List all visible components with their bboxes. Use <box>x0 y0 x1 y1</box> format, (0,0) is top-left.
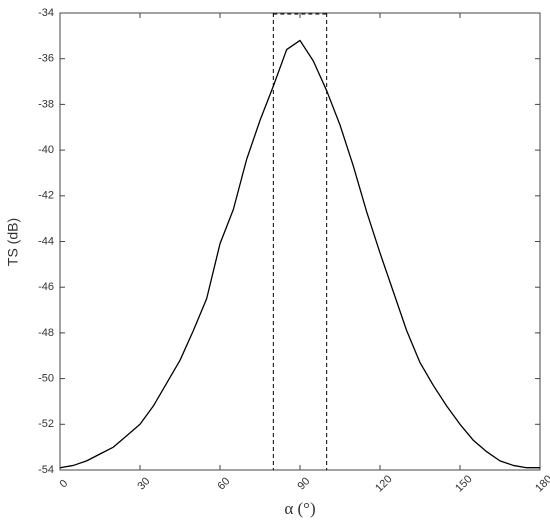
y-tick-label: -44 <box>38 235 54 247</box>
plot-frame <box>59 12 541 471</box>
x-tick-label: 60 <box>215 475 232 492</box>
x-tick-label: 90 <box>295 475 312 492</box>
x-tick-label: 180 <box>533 473 550 494</box>
y-tick-label: -54 <box>38 464 54 476</box>
y-tick-label: -46 <box>38 281 54 293</box>
y-tick-label: -42 <box>38 190 54 202</box>
data-line <box>59 39 540 469</box>
y-tick-label: -38 <box>38 98 54 110</box>
y-axis-label: TS (dB) <box>5 218 21 266</box>
y-tick-label: -36 <box>38 53 54 65</box>
y-tick-label: -52 <box>38 418 54 430</box>
x-tick-label: 120 <box>373 473 394 494</box>
x-tick-label: 30 <box>135 475 152 492</box>
y-tick-label: -50 <box>38 373 54 385</box>
x-tick-label: 150 <box>453 473 474 494</box>
x-tick-label: 0 <box>58 478 71 491</box>
x-axis-label: α (°) <box>284 499 315 518</box>
y-tick-label: -48 <box>38 327 54 339</box>
y-tick-label: -40 <box>38 144 54 156</box>
y-tick-label: -34 <box>38 7 54 19</box>
